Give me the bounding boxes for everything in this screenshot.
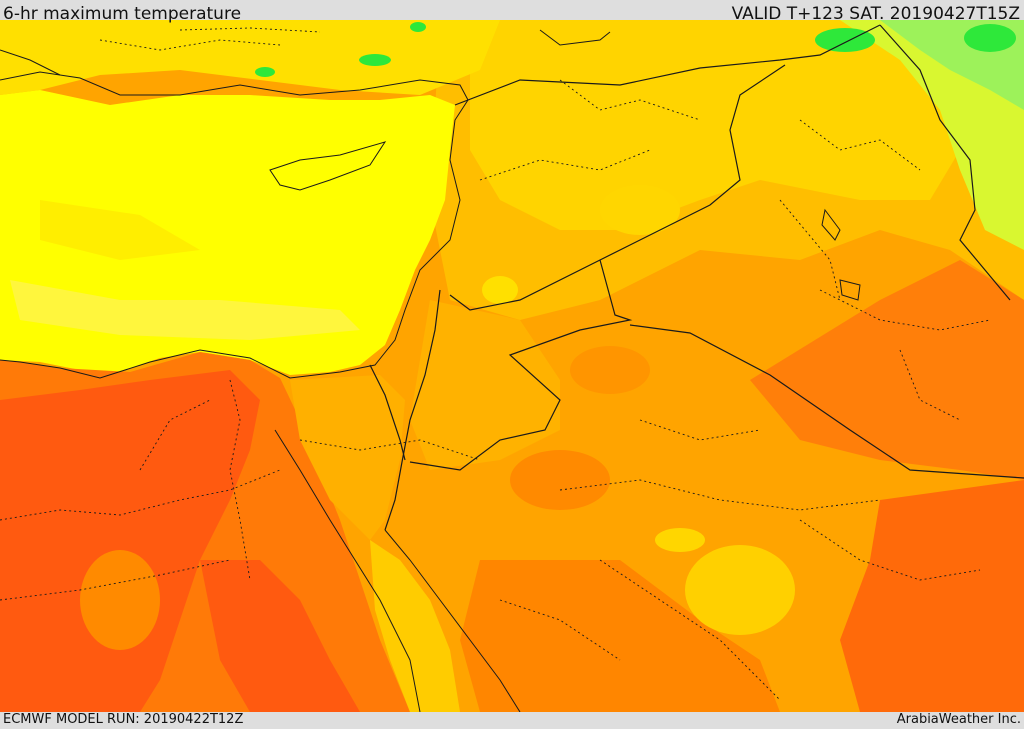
field-egypt-spot: [200, 560, 360, 712]
field-arabia-gold-4: [482, 276, 518, 304]
province-borders: [0, 27, 991, 701]
field-green-5: [410, 22, 426, 32]
credit: ArabiaWeather Inc.: [896, 712, 1021, 727]
field-green-4: [255, 67, 275, 77]
field-redsea: [370, 540, 460, 712]
field-arabia-dark-2: [570, 346, 650, 394]
field-arabia-south: [460, 560, 780, 712]
coastlines: [0, 29, 861, 712]
temperature-map: [0, 20, 1024, 712]
field-gulf-hot: [840, 480, 1024, 712]
field-iraq-hot: [750, 260, 1024, 480]
country-borders: [369, 24, 1024, 531]
field-green-3: [359, 54, 391, 66]
field-north-gold: [470, 20, 960, 230]
field-sea-streak-2: [40, 200, 200, 260]
field-arabia-gold-1: [685, 545, 795, 635]
field-ne-green-1: [964, 24, 1016, 52]
field-sinai: [290, 375, 405, 540]
field-turkey-gold: [0, 20, 500, 95]
field-sea-streak-1: [10, 280, 360, 340]
map-title: 6-hr maximum temperature: [3, 4, 242, 24]
field-egypt-hotter: [0, 370, 260, 712]
field-jordan: [410, 300, 560, 470]
field-arabia-gold-3: [655, 528, 705, 552]
field-ne-green-2: [815, 28, 875, 52]
model-run: ECMWF MODEL RUN: 20190422T12Z: [3, 712, 244, 727]
field-arabia-dark: [510, 450, 610, 510]
valid-time: VALID T+123 SAT. 20190427T15Z: [731, 4, 1020, 24]
field-arabia-gold-2: [600, 185, 680, 235]
field-egypt-cool: [80, 550, 160, 650]
